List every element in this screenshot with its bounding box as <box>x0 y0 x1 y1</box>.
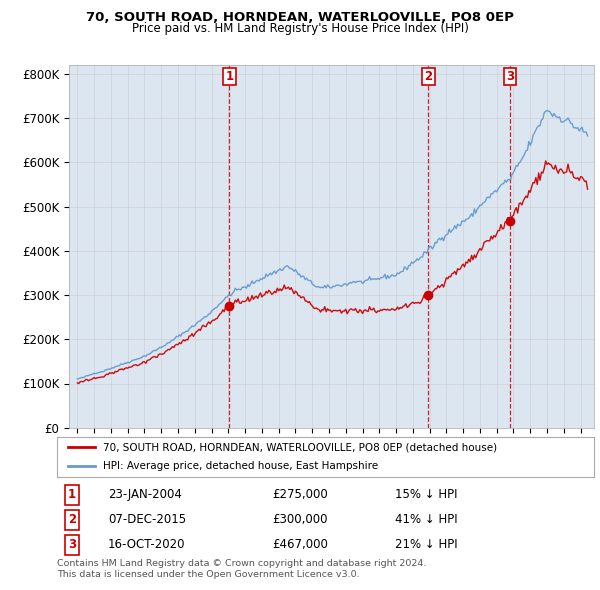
Text: £275,000: £275,000 <box>272 489 328 502</box>
Text: 3: 3 <box>506 70 514 83</box>
Text: 07-DEC-2015: 07-DEC-2015 <box>108 513 186 526</box>
Text: 41% ↓ HPI: 41% ↓ HPI <box>395 513 458 526</box>
Text: Contains HM Land Registry data © Crown copyright and database right 2024.
This d: Contains HM Land Registry data © Crown c… <box>57 559 427 579</box>
Text: 1: 1 <box>225 70 233 83</box>
Text: 1: 1 <box>68 489 76 502</box>
Text: Price paid vs. HM Land Registry's House Price Index (HPI): Price paid vs. HM Land Registry's House … <box>131 22 469 35</box>
Text: 2: 2 <box>68 513 76 526</box>
Text: 21% ↓ HPI: 21% ↓ HPI <box>395 538 458 551</box>
Text: 2: 2 <box>424 70 433 83</box>
Text: 15% ↓ HPI: 15% ↓ HPI <box>395 489 458 502</box>
Text: 23-JAN-2004: 23-JAN-2004 <box>108 489 182 502</box>
Text: 70, SOUTH ROAD, HORNDEAN, WATERLOOVILLE, PO8 0EP: 70, SOUTH ROAD, HORNDEAN, WATERLOOVILLE,… <box>86 11 514 24</box>
Text: £467,000: £467,000 <box>272 538 328 551</box>
Text: 16-OCT-2020: 16-OCT-2020 <box>108 538 185 551</box>
Text: HPI: Average price, detached house, East Hampshire: HPI: Average price, detached house, East… <box>103 461 378 471</box>
Text: 70, SOUTH ROAD, HORNDEAN, WATERLOOVILLE, PO8 0EP (detached house): 70, SOUTH ROAD, HORNDEAN, WATERLOOVILLE,… <box>103 442 497 453</box>
Text: £300,000: £300,000 <box>272 513 328 526</box>
Text: 3: 3 <box>68 538 76 551</box>
